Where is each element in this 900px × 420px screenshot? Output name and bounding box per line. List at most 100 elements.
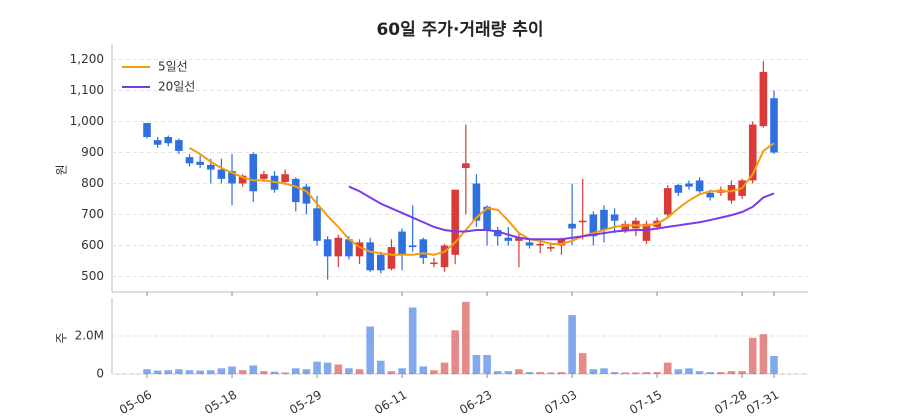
volume-bar bbox=[759, 334, 768, 374]
y-tick-label: 1,000 bbox=[70, 114, 104, 128]
candle-body bbox=[376, 254, 385, 271]
candle-body bbox=[260, 174, 268, 179]
candle-body bbox=[313, 208, 321, 241]
ma-line bbox=[189, 142, 775, 256]
volume-bar bbox=[642, 372, 651, 374]
y-tick-label: 1,200 bbox=[70, 52, 104, 66]
volume-bar bbox=[674, 369, 683, 374]
candle-body bbox=[472, 183, 481, 221]
candle-body bbox=[515, 237, 523, 241]
candle-body bbox=[578, 220, 587, 223]
volume-bar bbox=[313, 361, 321, 374]
legend-label: 5일선 bbox=[158, 60, 188, 74]
y-tick-label: 700 bbox=[81, 207, 104, 221]
candle-body bbox=[281, 174, 289, 182]
volume-bar bbox=[663, 362, 672, 374]
volume-bar bbox=[610, 372, 619, 374]
x-tick-label: 06-23 bbox=[457, 388, 494, 418]
candle-body bbox=[610, 214, 619, 221]
candle-body bbox=[547, 247, 555, 249]
volume-bar bbox=[451, 330, 459, 374]
y-axis-label: 원 bbox=[55, 164, 69, 175]
volume-bar bbox=[717, 372, 725, 374]
volume-bar bbox=[547, 372, 555, 374]
candle-body bbox=[143, 123, 151, 137]
candle-body bbox=[302, 186, 311, 204]
volume-bar bbox=[472, 355, 481, 374]
volume-bar bbox=[164, 370, 173, 374]
volume-bar bbox=[419, 366, 428, 374]
x-tick-label: 05-06 bbox=[117, 388, 154, 418]
x-tick-label: 06-11 bbox=[372, 388, 409, 418]
candle-body bbox=[663, 188, 672, 215]
volume-bar bbox=[483, 355, 491, 374]
volume-bar bbox=[355, 369, 364, 374]
y-tick-label: 0 bbox=[96, 367, 104, 381]
x-tick-label: 05-29 bbox=[287, 388, 324, 418]
candle-body bbox=[228, 171, 236, 184]
candle-body bbox=[504, 237, 513, 241]
chart-title: 60일 주가·거래량 추이 bbox=[376, 20, 543, 40]
candle-body bbox=[493, 230, 502, 237]
volume-bar bbox=[525, 372, 534, 374]
legend-label: 20일선 bbox=[158, 80, 195, 94]
volume-bar bbox=[568, 315, 576, 374]
volume-bar bbox=[345, 368, 353, 374]
volume-bar bbox=[653, 372, 661, 374]
candle-body bbox=[408, 245, 417, 248]
volume-bar bbox=[493, 371, 502, 374]
y-tick-label: 2.0M bbox=[75, 329, 104, 343]
volume-bar bbox=[238, 370, 247, 374]
y-tick-label: 600 bbox=[81, 238, 104, 252]
volume-bar bbox=[536, 372, 545, 374]
volume-bar bbox=[153, 370, 162, 374]
y-tick-label: 900 bbox=[81, 145, 104, 159]
candle-body bbox=[440, 245, 449, 268]
candle-body bbox=[748, 124, 757, 181]
x-tick-label: 07-15 bbox=[627, 388, 664, 418]
y-tick-label: 1,100 bbox=[70, 83, 104, 97]
candle-body bbox=[685, 183, 693, 187]
volume-bar bbox=[589, 369, 598, 374]
candle-body bbox=[536, 243, 545, 246]
volume-bar bbox=[738, 371, 746, 374]
candle-body bbox=[451, 189, 459, 255]
candle-body bbox=[727, 185, 736, 201]
volume-bar bbox=[727, 371, 736, 374]
candle-body bbox=[164, 137, 173, 144]
candle-body bbox=[175, 140, 183, 151]
volume-bar bbox=[270, 371, 279, 374]
candle-body bbox=[770, 98, 778, 153]
volume-bar bbox=[685, 368, 693, 374]
volume-bar bbox=[515, 369, 523, 374]
candle-body bbox=[706, 192, 715, 198]
volume-bar bbox=[462, 301, 470, 374]
x-tick-label: 07-28 bbox=[712, 388, 749, 418]
candle-body bbox=[153, 140, 162, 145]
volume-bar bbox=[387, 371, 396, 374]
candle-body bbox=[462, 163, 470, 168]
volume-bar bbox=[175, 369, 183, 374]
candle-body bbox=[483, 206, 491, 230]
volume-bar bbox=[366, 326, 374, 374]
candle-body bbox=[589, 214, 598, 237]
volume-bar bbox=[196, 370, 204, 374]
candle-body bbox=[674, 185, 683, 193]
x-tick-label: 07-31 bbox=[744, 388, 781, 418]
candle-body bbox=[196, 161, 204, 165]
volume-bar bbox=[291, 368, 300, 374]
volume-bar bbox=[578, 353, 587, 374]
candle-body bbox=[323, 239, 332, 257]
volume-bar bbox=[376, 360, 385, 374]
volume-axis-label: 주 bbox=[55, 332, 69, 343]
volume-bar bbox=[504, 371, 513, 374]
candle-body bbox=[568, 223, 576, 229]
volume-bar bbox=[206, 370, 215, 374]
volume-bar bbox=[228, 366, 236, 374]
candle-body bbox=[430, 262, 438, 265]
volume-bar bbox=[748, 337, 757, 374]
volume-bar bbox=[323, 362, 332, 374]
volume-bar bbox=[260, 371, 268, 374]
candle-body bbox=[398, 231, 406, 255]
